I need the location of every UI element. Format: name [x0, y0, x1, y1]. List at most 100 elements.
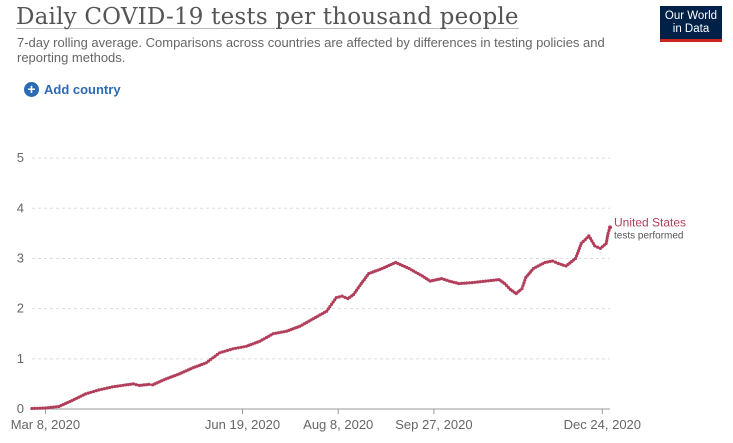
series-name-label[interactable]: United States: [614, 215, 686, 229]
data-point: [94, 389, 98, 393]
data-point: [450, 280, 454, 284]
y-tick-label: 4: [17, 200, 24, 215]
data-point: [89, 390, 93, 394]
data-point: [134, 383, 138, 387]
data-point: [334, 296, 338, 300]
data-point: [447, 279, 451, 283]
data-point: [573, 256, 578, 261]
data-point: [337, 295, 341, 299]
data-point: [276, 331, 281, 335]
y-tick-label: 3: [17, 250, 24, 265]
data-point: [35, 406, 40, 410]
data-point: [440, 277, 444, 281]
data-point: [33, 406, 37, 410]
data-point: [51, 405, 56, 409]
x-tick-label: Jun 19, 2020: [205, 417, 280, 432]
data-point: [329, 302, 334, 306]
data-point: [92, 389, 96, 394]
data-point: [211, 356, 215, 360]
data-point: [215, 352, 219, 357]
y-tick-label: 1: [17, 351, 24, 366]
data-point: [492, 278, 496, 282]
data-point: [113, 384, 117, 389]
data-point: [556, 261, 560, 266]
data-point: [605, 239, 609, 243]
data-point: [576, 249, 581, 253]
data-point: [503, 282, 507, 286]
owid-logo[interactable]: Our World in Data: [660, 6, 722, 42]
data-point: [49, 405, 53, 409]
data-point: [220, 350, 224, 354]
data-point: [467, 281, 472, 285]
data-point: [124, 383, 128, 387]
data-point: [234, 346, 238, 350]
series-line-0: [31, 227, 611, 410]
data-point: [100, 387, 104, 391]
data-point: [84, 392, 88, 396]
data-point: [343, 295, 347, 299]
data-point-last: [608, 225, 612, 230]
y-axis-ticks: 0 1 2 3 4 5: [17, 150, 24, 416]
x-tick-label: Sep 27, 2020: [395, 417, 472, 432]
chart-subtitle: 7-day rolling average. Comparisons acros…: [17, 35, 605, 65]
data-point: [489, 278, 493, 283]
data-point: [575, 251, 580, 256]
data-point: [333, 298, 337, 302]
grid-lines: [32, 157, 610, 360]
data-point: [282, 330, 286, 334]
data-point: [559, 262, 563, 266]
data-point: [110, 385, 114, 389]
data-point: [121, 383, 125, 387]
data-point: [605, 236, 609, 240]
data-point: [590, 239, 594, 243]
data-point: [548, 259, 552, 264]
data-point: [587, 234, 591, 238]
data-point: [494, 278, 498, 282]
data-point: [41, 406, 45, 410]
data-point: [271, 332, 275, 336]
data-point: [351, 293, 356, 297]
data-point: [604, 241, 608, 245]
data-point: [553, 260, 558, 264]
data-point: [137, 383, 141, 387]
add-country-button[interactable]: + Add country: [24, 82, 121, 97]
data-point: [454, 281, 458, 285]
y-tick-label: 5: [17, 150, 24, 165]
data-point: [545, 260, 550, 264]
data-point: [218, 351, 222, 355]
logo-line-1: Our World: [664, 10, 718, 22]
logo-line-2: in Data: [672, 23, 710, 35]
data-point: [606, 234, 610, 238]
data-point: [505, 284, 509, 288]
data-point: [213, 354, 217, 358]
data-point: [521, 284, 525, 288]
data-point: [574, 254, 579, 258]
data-point: [507, 286, 511, 290]
data-point: [543, 260, 547, 265]
data-point: [484, 279, 488, 283]
data-point: [86, 391, 90, 395]
data-point: [140, 383, 144, 387]
data-point: [591, 241, 595, 245]
data-point: [486, 279, 490, 283]
x-tick-label: Aug 8, 2020: [303, 417, 373, 432]
data-point: [588, 236, 593, 240]
data-point: [108, 385, 112, 390]
data-point: [326, 307, 330, 311]
data-point: [452, 280, 456, 284]
data-point: [561, 263, 566, 267]
data-point: [356, 286, 360, 290]
data-point: [239, 345, 243, 349]
x-tick-label: Dec 24, 2020: [564, 417, 641, 432]
data-point: [520, 287, 524, 291]
data-point: [476, 280, 480, 284]
data-point: [578, 244, 582, 248]
data-point: [209, 357, 213, 362]
x-tick-label: Mar 8, 2020: [11, 417, 80, 432]
data-point: [236, 346, 240, 350]
data-point: [465, 281, 469, 285]
series-layer: [30, 225, 612, 411]
data-point: [38, 406, 42, 410]
data-point: [340, 294, 344, 298]
